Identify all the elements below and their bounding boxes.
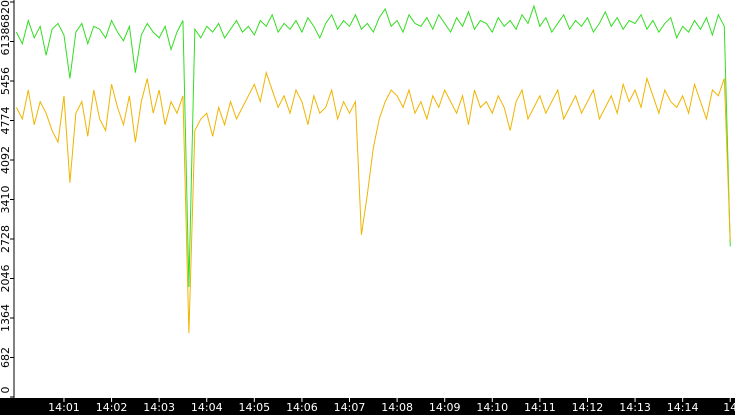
x-tick-label: 14:11 xyxy=(524,401,556,414)
x-tick-label: 14:03 xyxy=(143,401,175,414)
x-axis-band xyxy=(0,398,735,415)
x-tick-label: 14:01 xyxy=(48,401,80,414)
x-tick-label: 14:06 xyxy=(286,401,318,414)
y-tick-label: 4774 xyxy=(0,107,12,135)
x-tick-label: 14:10 xyxy=(476,401,508,414)
x-tick-label: 14:09 xyxy=(429,401,461,414)
x-tick-label: 14:04 xyxy=(191,401,223,414)
x-tick-label: 14:13 xyxy=(619,401,651,414)
y-tick-label: 682 xyxy=(0,347,12,368)
x-tick-label: 14:12 xyxy=(572,401,604,414)
y-tick-label: 6820 xyxy=(0,0,12,28)
y-tick-label: 1364 xyxy=(0,304,12,332)
y-tick-label: 2046 xyxy=(0,265,12,293)
y-tick-label: 4092 xyxy=(0,146,12,174)
x-tick-label: 14 xyxy=(723,401,735,414)
x-tick-label: 14:07 xyxy=(334,401,366,414)
series-line xyxy=(15,70,731,334)
y-tick-label: 0 xyxy=(0,387,12,394)
x-tick-label: 14:14 xyxy=(667,401,699,414)
y-tick-label: 3410 xyxy=(0,186,12,214)
y-tick-label: 2728 xyxy=(0,225,12,253)
x-tick-label: 14:02 xyxy=(96,401,128,414)
x-tick-label: 14:05 xyxy=(238,401,270,414)
x-tick-label: 14:08 xyxy=(381,401,413,414)
y-tick-label: 5456 xyxy=(0,67,12,95)
series-line xyxy=(15,4,731,287)
y-tick-label: 6138 xyxy=(0,28,12,56)
